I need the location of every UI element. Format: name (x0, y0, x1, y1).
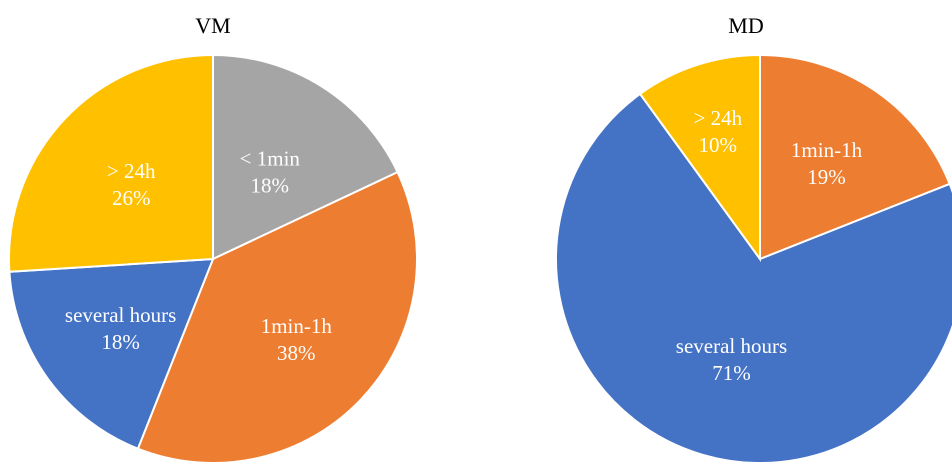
vm-label-1min-1h: 1min-1h 38% (261, 314, 333, 365)
vm-slice-1min-1h (136, 170, 418, 462)
vm-label-1min-1h-category: 1min-1h (261, 314, 333, 338)
vm-pie-chart: VM < 1min 18% 1min-1h 38% several hours 18% > … (7, 13, 418, 462)
md-label-1min-1h-category: 1min-1h (791, 138, 863, 162)
vm-label-1min-1h-percent: 38% (277, 341, 316, 365)
vm-label-several-hours: several hours 18% (65, 303, 176, 354)
vm-chart-title: VM (195, 13, 230, 38)
md-label-1min-1h-percent: 19% (807, 165, 846, 189)
md-label-several-hours: several hours 71% (676, 334, 787, 385)
md-chart-title: MD (728, 13, 763, 38)
md-pie-slices (555, 53, 952, 462)
md-label-gt-24h-percent: 10% (699, 133, 738, 157)
md-label-gt-24h-category: > 24h (694, 106, 743, 130)
vm-label-gt-24h-category: > 24h (107, 159, 156, 183)
vm-label-lt-1min-category: < 1min (240, 146, 301, 170)
vm-pie-labels: < 1min 18% 1min-1h 38% several hours 18% > 24h… (65, 146, 332, 365)
vm-label-gt-24h-percent: 26% (112, 186, 151, 210)
vm-label-lt-1min-percent: 18% (251, 173, 290, 197)
md-label-1min-1h: 1min-1h 19% (791, 138, 863, 189)
vm-label-gt-24h: > 24h 26% (107, 159, 156, 210)
vm-label-several-hours-percent: 18% (101, 330, 140, 354)
vm-label-lt-1min: < 1min 18% (240, 146, 301, 197)
md-label-gt-24h: > 24h 10% (694, 106, 743, 157)
vm-label-several-hours-category: several hours (65, 303, 176, 327)
md-slice-1min-1h (759, 53, 951, 261)
vm-pie-slices (7, 53, 418, 462)
md-pie-chart: MD 1min-1h 19% several hours 71% > 24h 10% (555, 13, 952, 462)
vm-slice-several-hours (8, 257, 215, 450)
md-slice-gt-24h (638, 53, 761, 263)
md-label-several-hours-category: several hours (676, 334, 787, 358)
md-slice-several-hours (555, 92, 952, 462)
md-label-several-hours-percent: 71% (712, 361, 751, 385)
vm-slice-lt-1min (212, 53, 399, 261)
vm-slice-gt-24h (7, 53, 214, 273)
md-pie-labels: 1min-1h 19% several hours 71% > 24h 10% (676, 106, 863, 385)
